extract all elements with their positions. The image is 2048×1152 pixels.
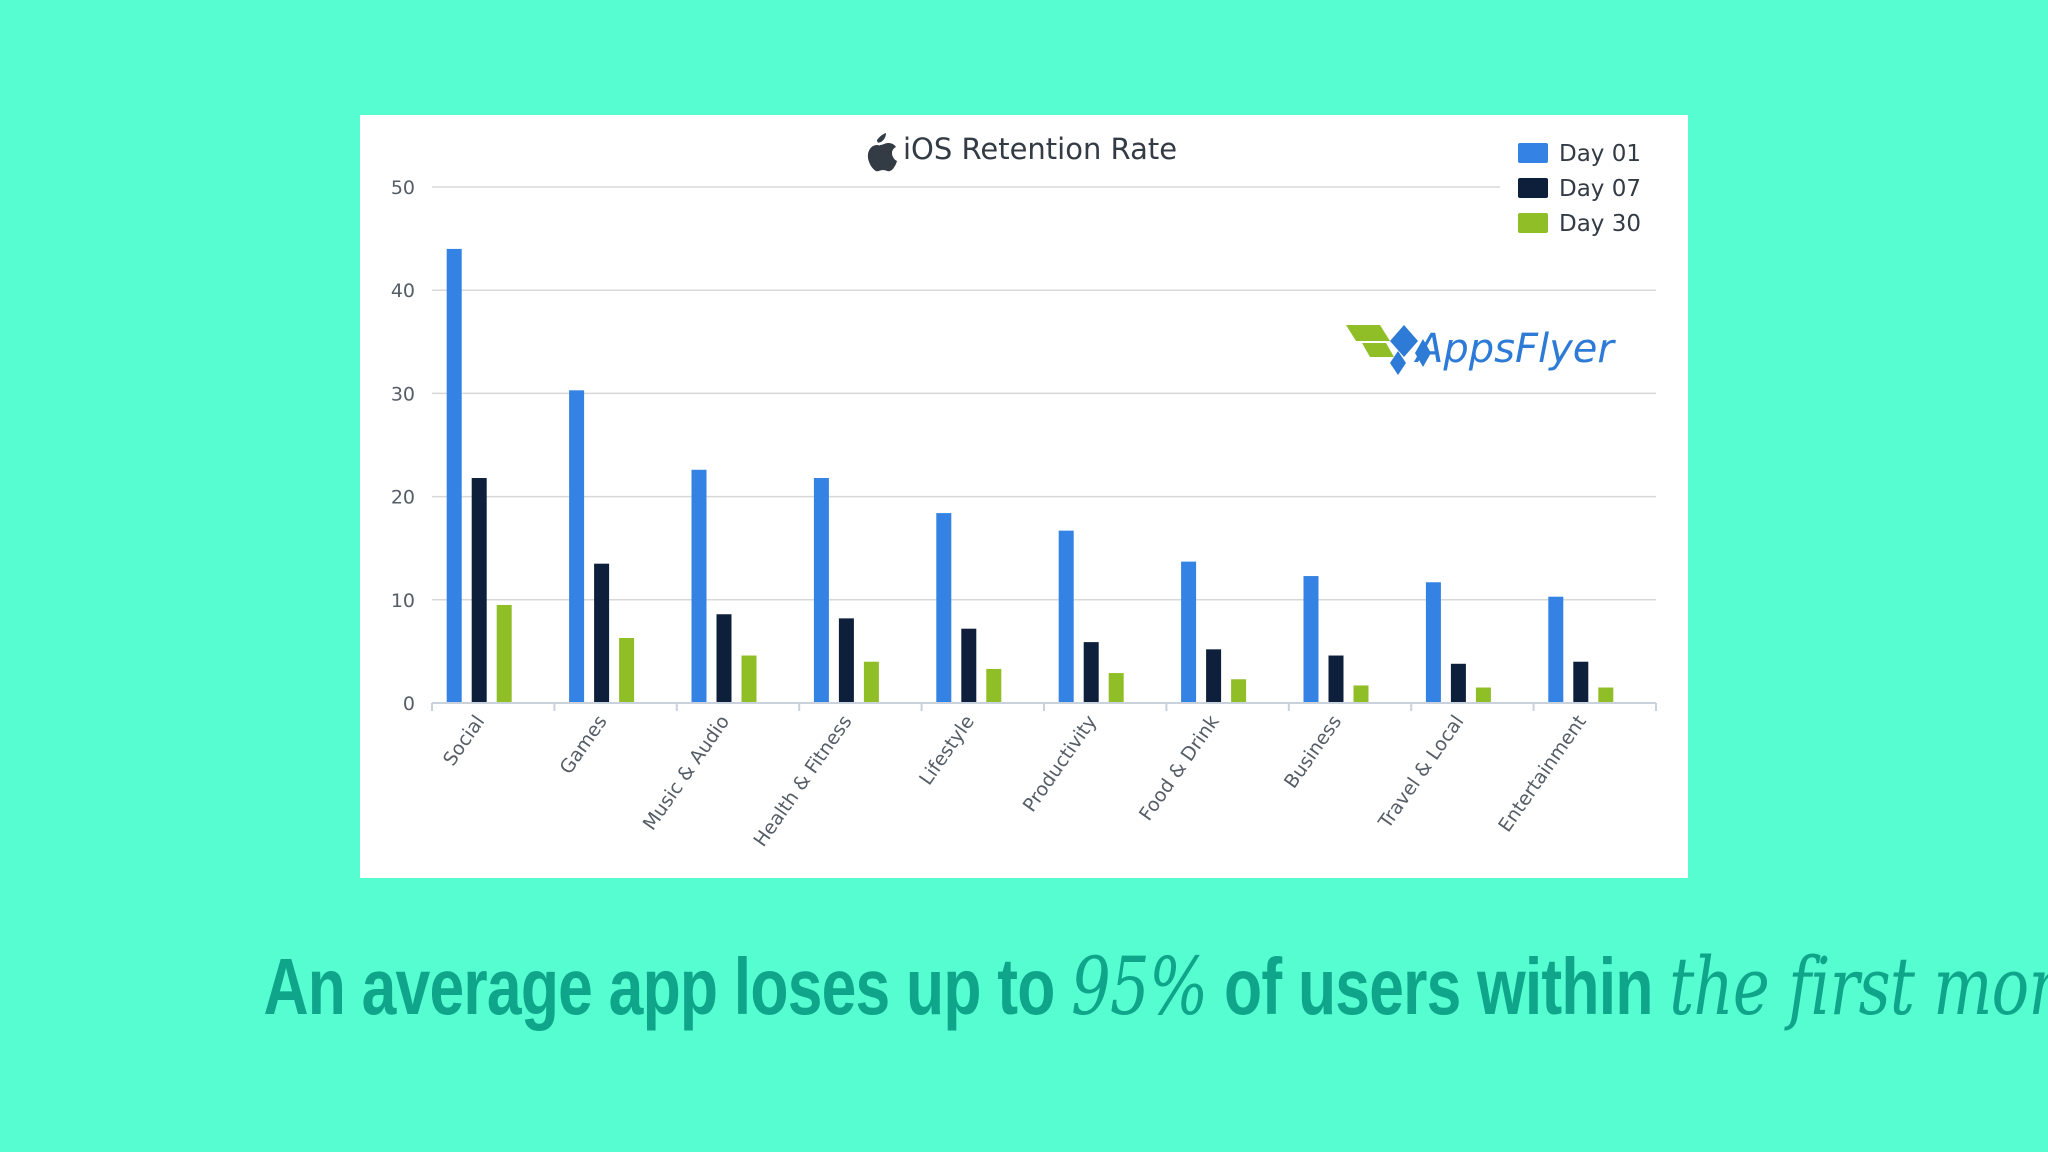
y-tick-label: 40	[391, 280, 415, 302]
y-axis-ticks: 0 10 20 30 40 50	[391, 177, 415, 715]
legend-swatch	[1518, 143, 1548, 163]
legend-label: Day 30	[1559, 211, 1641, 237]
x-category-label: Health & Fitness	[750, 711, 857, 851]
bar-day-01	[1548, 596, 1564, 703]
bar-day-07	[1083, 642, 1099, 703]
bar-day-07	[1328, 655, 1344, 703]
bar-day-01	[936, 513, 952, 703]
caption-line: An average app loses up to 95% of users …	[263, 940, 2048, 1033]
chart-card: 0 10 20 30 40 50 Social Games Music & Audio Heal…	[360, 115, 1688, 878]
y-tick-label: 50	[391, 177, 415, 199]
caption-part-2: 95%	[1071, 940, 1208, 1033]
x-category-label: Social	[439, 711, 489, 770]
bar-day-30	[496, 604, 512, 703]
caption: An average app loses up to 95% of users …	[0, 940, 2048, 1033]
x-category-label: Lifestyle	[915, 711, 979, 789]
gridlines	[432, 186, 1656, 601]
x-axis	[431, 702, 1657, 711]
y-tick-label: 20	[391, 487, 415, 509]
x-category-label: Entertainment	[1494, 711, 1591, 836]
y-tick-label: 10	[391, 590, 415, 612]
bar-day-07	[716, 614, 732, 703]
bars	[446, 248, 1614, 704]
bar-day-07	[1206, 649, 1222, 703]
appsflyer-logo-text: AppsFlyer	[1413, 326, 1616, 372]
bar-day-30	[1353, 685, 1369, 703]
bar-day-01	[813, 478, 829, 703]
x-category-label: Productivity	[1019, 711, 1102, 816]
bar-day-07	[471, 478, 487, 703]
bar-day-01	[1058, 530, 1074, 703]
x-category-label: Food & Drink	[1135, 711, 1224, 825]
legend-swatch	[1518, 213, 1548, 233]
legend-label: Day 01	[1559, 141, 1641, 167]
caption-part-3: of users within	[1207, 942, 1670, 1031]
chart-title-text: iOS Retention Rate	[903, 132, 1177, 166]
bar-day-01	[569, 390, 585, 703]
appsflyer-logo: AppsFlyer	[1346, 325, 1616, 375]
bar-day-30	[1108, 673, 1124, 703]
x-category-label: Games	[556, 711, 612, 778]
bar-chart: 0 10 20 30 40 50 Social Games Music & Audio Heal…	[391, 131, 1664, 851]
x-category-label: Travel & Local	[1374, 711, 1469, 833]
bar-day-30	[863, 661, 879, 703]
legend-label: Day 07	[1559, 176, 1641, 202]
caption-part-4: the first month	[1669, 940, 2048, 1033]
bar-day-07	[961, 628, 977, 703]
y-tick-label: 0	[403, 693, 415, 715]
bar-day-01	[1303, 576, 1319, 703]
legend: Day 01 Day 07 Day 30	[1500, 131, 1664, 237]
bar-day-01	[1425, 582, 1441, 703]
appsflyer-logo-icon	[1346, 325, 1431, 375]
bar-day-07	[1573, 661, 1589, 703]
x-axis-category-labels: Social Games Music & Audio Health & Fitness…	[439, 711, 1591, 851]
apple-icon	[867, 133, 897, 172]
bar-day-01	[691, 469, 707, 703]
bar-day-30	[619, 637, 635, 703]
bar-day-07	[1450, 663, 1466, 703]
legend-swatch	[1518, 178, 1548, 198]
y-tick-label: 30	[391, 383, 415, 405]
bar-day-30	[1598, 687, 1614, 703]
x-category-label: Music & Audio	[639, 711, 734, 834]
bar-day-30	[986, 668, 1002, 703]
chart-title: iOS Retention Rate	[867, 132, 1177, 172]
bar-day-01	[1181, 561, 1197, 703]
bar-day-30	[1231, 679, 1247, 703]
bar-day-30	[741, 655, 757, 703]
bar-day-07	[594, 563, 610, 703]
bar-day-07	[838, 618, 854, 703]
x-category-label: Business	[1280, 711, 1346, 792]
bar-day-01	[446, 248, 462, 704]
bar-day-30	[1475, 687, 1491, 703]
caption-part-1: An average app loses up to	[263, 942, 1072, 1031]
